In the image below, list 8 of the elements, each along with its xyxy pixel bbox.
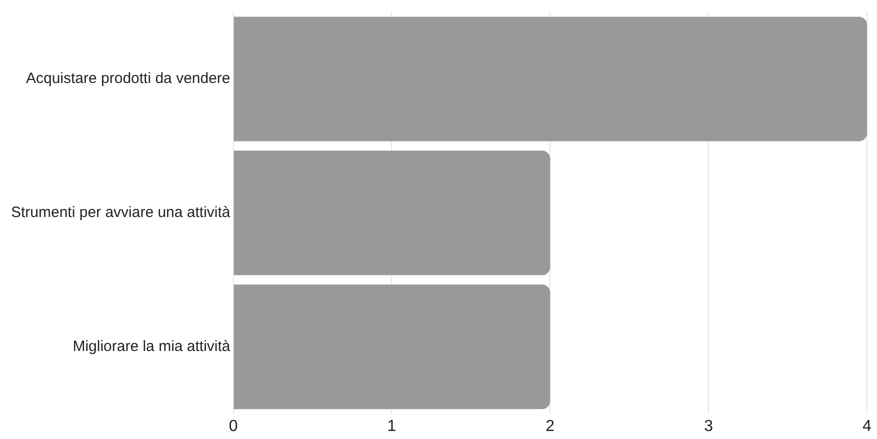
x-tick-label: 4	[862, 418, 872, 435]
x-tick-label: 0	[228, 418, 238, 435]
y-tick-label: Migliorare la mia attività	[72, 338, 231, 355]
x-tick-label: 2	[546, 418, 555, 435]
x-tick-label: 3	[704, 418, 714, 435]
y-tick-label: Strumenti per avviare una attività	[10, 204, 231, 222]
x-tick-label: 1	[387, 418, 396, 435]
y-tick-label: Acquistare prodotti da vendere	[26, 70, 230, 88]
